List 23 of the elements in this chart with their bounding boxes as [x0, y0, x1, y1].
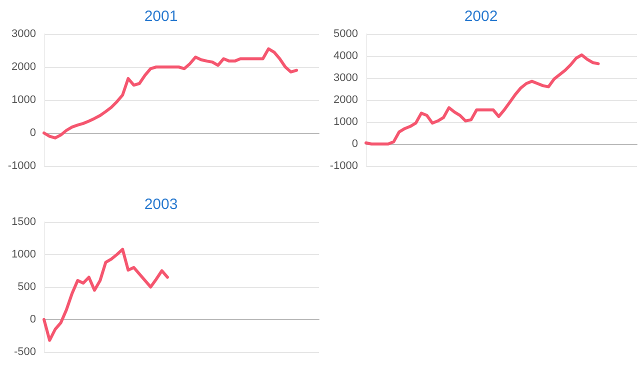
chart-title: 2002: [464, 8, 498, 25]
line-series: [364, 53, 600, 146]
y-tick-label: 2000: [334, 94, 358, 106]
y-tick-label: 0: [30, 314, 36, 326]
y-tick-label: -500: [14, 346, 36, 358]
line-series: [42, 248, 169, 342]
chart-title: 2003: [144, 196, 178, 213]
y-tick-label: 1000: [12, 94, 36, 106]
chart-title: 2001: [144, 8, 178, 25]
y-tick-label: 0: [352, 138, 358, 150]
y-tick-label: 1000: [12, 248, 36, 260]
y-tick-label: 1000: [334, 116, 358, 128]
line-series: [42, 47, 298, 140]
y-tick-label: 0: [30, 127, 36, 139]
y-tick-label: 5000: [334, 28, 358, 40]
y-tick-label: 1500: [12, 216, 36, 228]
y-tick-label: -1000: [8, 160, 36, 172]
y-tick-label: 4000: [334, 50, 358, 62]
y-tick-label: -1000: [330, 160, 358, 172]
y-tick-label: 3000: [334, 72, 358, 84]
y-tick-label: 500: [18, 281, 36, 293]
y-tick-label: 2000: [12, 61, 36, 73]
y-tick-label: 3000: [12, 28, 36, 40]
